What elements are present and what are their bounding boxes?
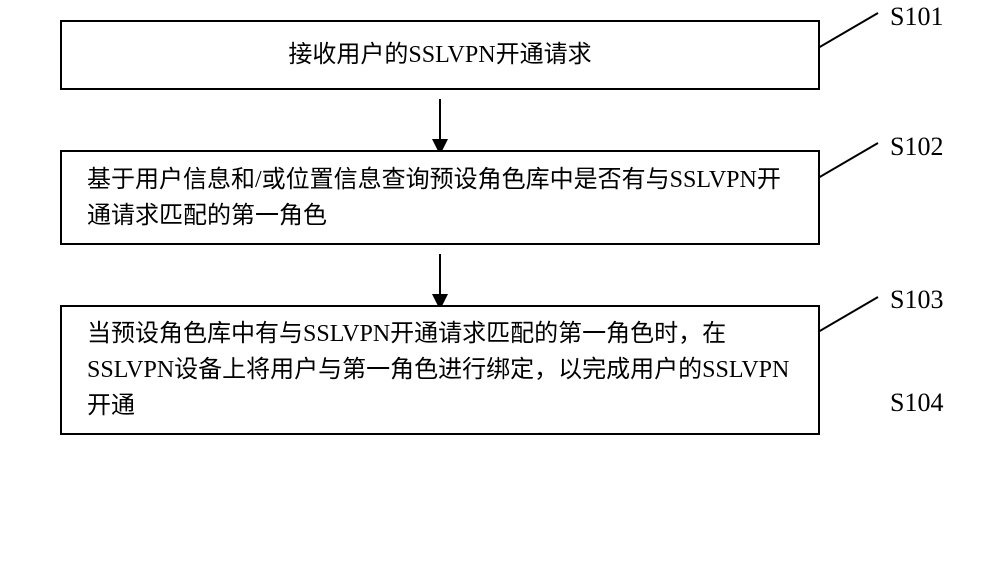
flowchart-container: 接收用户的SSLVPN开通请求 S101 基于用户信息和/或位置信息查询预设角色… [60,20,940,435]
step-box-s103: 当预设角色库中有与SSLVPN开通请求匹配的第一角色时，在SSLVPN设备上将用… [60,305,820,435]
arrow-line-2 [439,254,441,296]
step-label-s104: S104 [890,388,943,418]
step-text-s101: 接收用户的SSLVPN开通请求 [288,37,591,73]
step-box-s101: 接收用户的SSLVPN开通请求 [60,20,820,90]
label-connector-s102 [818,138,888,178]
label-connector-s101 [818,8,888,48]
step-label-s102: S102 [890,132,943,162]
step-label-s101: S101 [890,2,943,32]
step-text-s102: 基于用户信息和/或位置信息查询预设角色库中是否有与SSLVPN开通请求匹配的第一… [87,162,793,234]
arrow-line-1 [439,99,441,141]
step-label-s103: S103 [890,285,943,315]
arrow-s102-s103 [60,245,820,305]
step-box-s102: 基于用户信息和/或位置信息查询预设角色库中是否有与SSLVPN开通请求匹配的第一… [60,150,820,245]
label-connector-s103 [818,292,888,332]
step-text-s103: 当预设角色库中有与SSLVPN开通请求匹配的第一角色时，在SSLVPN设备上将用… [87,316,793,424]
arrow-s101-s102 [60,90,820,150]
